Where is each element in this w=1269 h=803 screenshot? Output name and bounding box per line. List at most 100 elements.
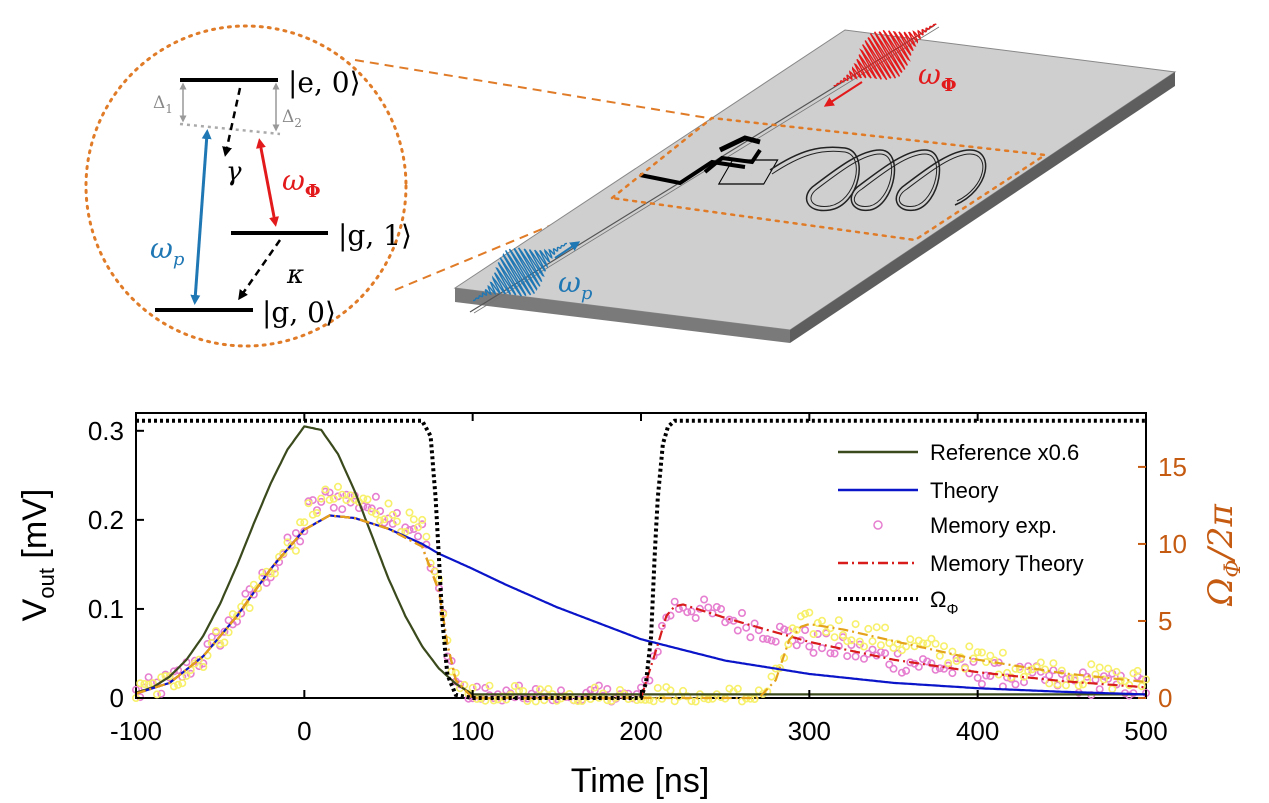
- scatter-point: [544, 684, 553, 693]
- scatter-point: [489, 696, 498, 705]
- scatter-point: [165, 672, 174, 681]
- y-axis-right-label: ΩΦ/2π: [1201, 504, 1246, 607]
- legend-label-memory-exp: Memory exp.: [930, 513, 1057, 538]
- scatter-point: [186, 669, 195, 678]
- scatter-point: [657, 621, 666, 630]
- scatter-point: [855, 640, 864, 649]
- scatter-point: [813, 629, 822, 638]
- scatter-point: [312, 508, 321, 517]
- scatter-point: [1137, 682, 1146, 691]
- scatter-point: [296, 537, 305, 546]
- scatter-point: [923, 639, 932, 648]
- scatter-point: [510, 681, 519, 690]
- scatter-point: [700, 595, 709, 604]
- y-tick-label: 0: [110, 683, 124, 713]
- scatter-point: [481, 683, 490, 692]
- scatter-point: [847, 636, 856, 645]
- control-pulse-arrow: [823, 81, 863, 107]
- scatter-layer: [132, 482, 1151, 706]
- scatter-point: [969, 657, 978, 666]
- scatter-point: [1011, 680, 1020, 689]
- scatter-point: [329, 494, 338, 503]
- scatter-point: [805, 642, 814, 651]
- scatter-point: [868, 637, 877, 646]
- scatter-point: [855, 637, 864, 646]
- scatter-point: [868, 645, 877, 654]
- scatter-point: [371, 492, 380, 501]
- scatter-point: [881, 623, 890, 632]
- scatter-point: [1108, 669, 1117, 678]
- scatter-point: [363, 495, 372, 504]
- scatter-point: [872, 623, 881, 632]
- scatter-point: [843, 652, 852, 661]
- scatter-point: [228, 610, 237, 619]
- scatter-point: [767, 636, 776, 645]
- scatter-point: [569, 696, 578, 705]
- scatter-point: [796, 636, 805, 645]
- meander-resonator: [769, 146, 987, 212]
- scatter-point: [262, 578, 271, 587]
- scatter-point: [754, 686, 763, 695]
- scatter-point: [220, 638, 229, 647]
- scatter-point: [977, 679, 986, 688]
- scatter-point: [342, 490, 351, 499]
- scatter-point: [1007, 673, 1016, 682]
- control-pulse: [833, 23, 937, 87]
- scatter-point: [178, 679, 187, 688]
- scatter-point: [405, 508, 414, 517]
- legend-swatch-memory-exp: [873, 520, 883, 530]
- y-right-tick-label: 10: [1158, 529, 1187, 559]
- scatter-point: [1019, 672, 1028, 681]
- scatter-point: [944, 661, 953, 670]
- scatter-point: [1024, 666, 1033, 675]
- series-line: [135, 514, 1147, 700]
- delta1-label: Δ1: [153, 93, 173, 116]
- scatter-point: [691, 697, 700, 706]
- scatter-point: [801, 609, 810, 618]
- scatter-point: [245, 603, 254, 612]
- x-tick-label: 300: [788, 716, 831, 746]
- scatter-point: [418, 515, 427, 524]
- scatter-point: [826, 649, 835, 658]
- legend-label-omega: ΩΦ: [930, 587, 958, 618]
- scatter-point: [409, 524, 418, 533]
- scatter-point: [329, 503, 338, 512]
- scatter-point: [283, 533, 292, 542]
- scatter-point: [422, 532, 431, 541]
- scatter-point: [935, 651, 944, 660]
- scatter-point: [982, 671, 991, 680]
- y-right-tick-label: 0: [1158, 683, 1172, 713]
- scatter-point: [157, 689, 166, 698]
- kappa-arrow: [238, 239, 282, 301]
- scatter-point: [136, 679, 145, 688]
- scatter-point: [233, 612, 242, 621]
- scatter-point: [742, 623, 751, 632]
- scatter-point: [169, 682, 178, 691]
- scatter-point: [683, 608, 692, 617]
- zoom-line-top: [354, 59, 721, 121]
- scatter-point: [409, 515, 418, 524]
- scatter-point: [405, 525, 414, 534]
- scatter-point: [1125, 680, 1134, 689]
- scatter-point: [645, 695, 654, 704]
- scatter-point: [960, 664, 969, 673]
- y-tick-label: 0.2: [88, 505, 124, 535]
- scatter-point: [906, 635, 915, 644]
- scatter-point: [573, 697, 582, 706]
- scatter-point: [1049, 659, 1058, 668]
- scatter-point: [788, 624, 797, 633]
- scatter-point: [834, 616, 843, 625]
- chip-edge-front: [455, 288, 790, 343]
- x-tick-label: 100: [451, 716, 494, 746]
- scatter-point: [809, 630, 818, 639]
- scatter-point: [216, 639, 225, 648]
- scatter-point: [792, 626, 801, 635]
- probe-pulse-arrow: [554, 241, 581, 259]
- scatter-point: [876, 641, 885, 650]
- scatter-point: [1108, 684, 1117, 693]
- scatter-point: [333, 482, 342, 491]
- scatter-point: [897, 668, 906, 677]
- scatter-point: [291, 529, 300, 538]
- scatter-point: [927, 659, 936, 668]
